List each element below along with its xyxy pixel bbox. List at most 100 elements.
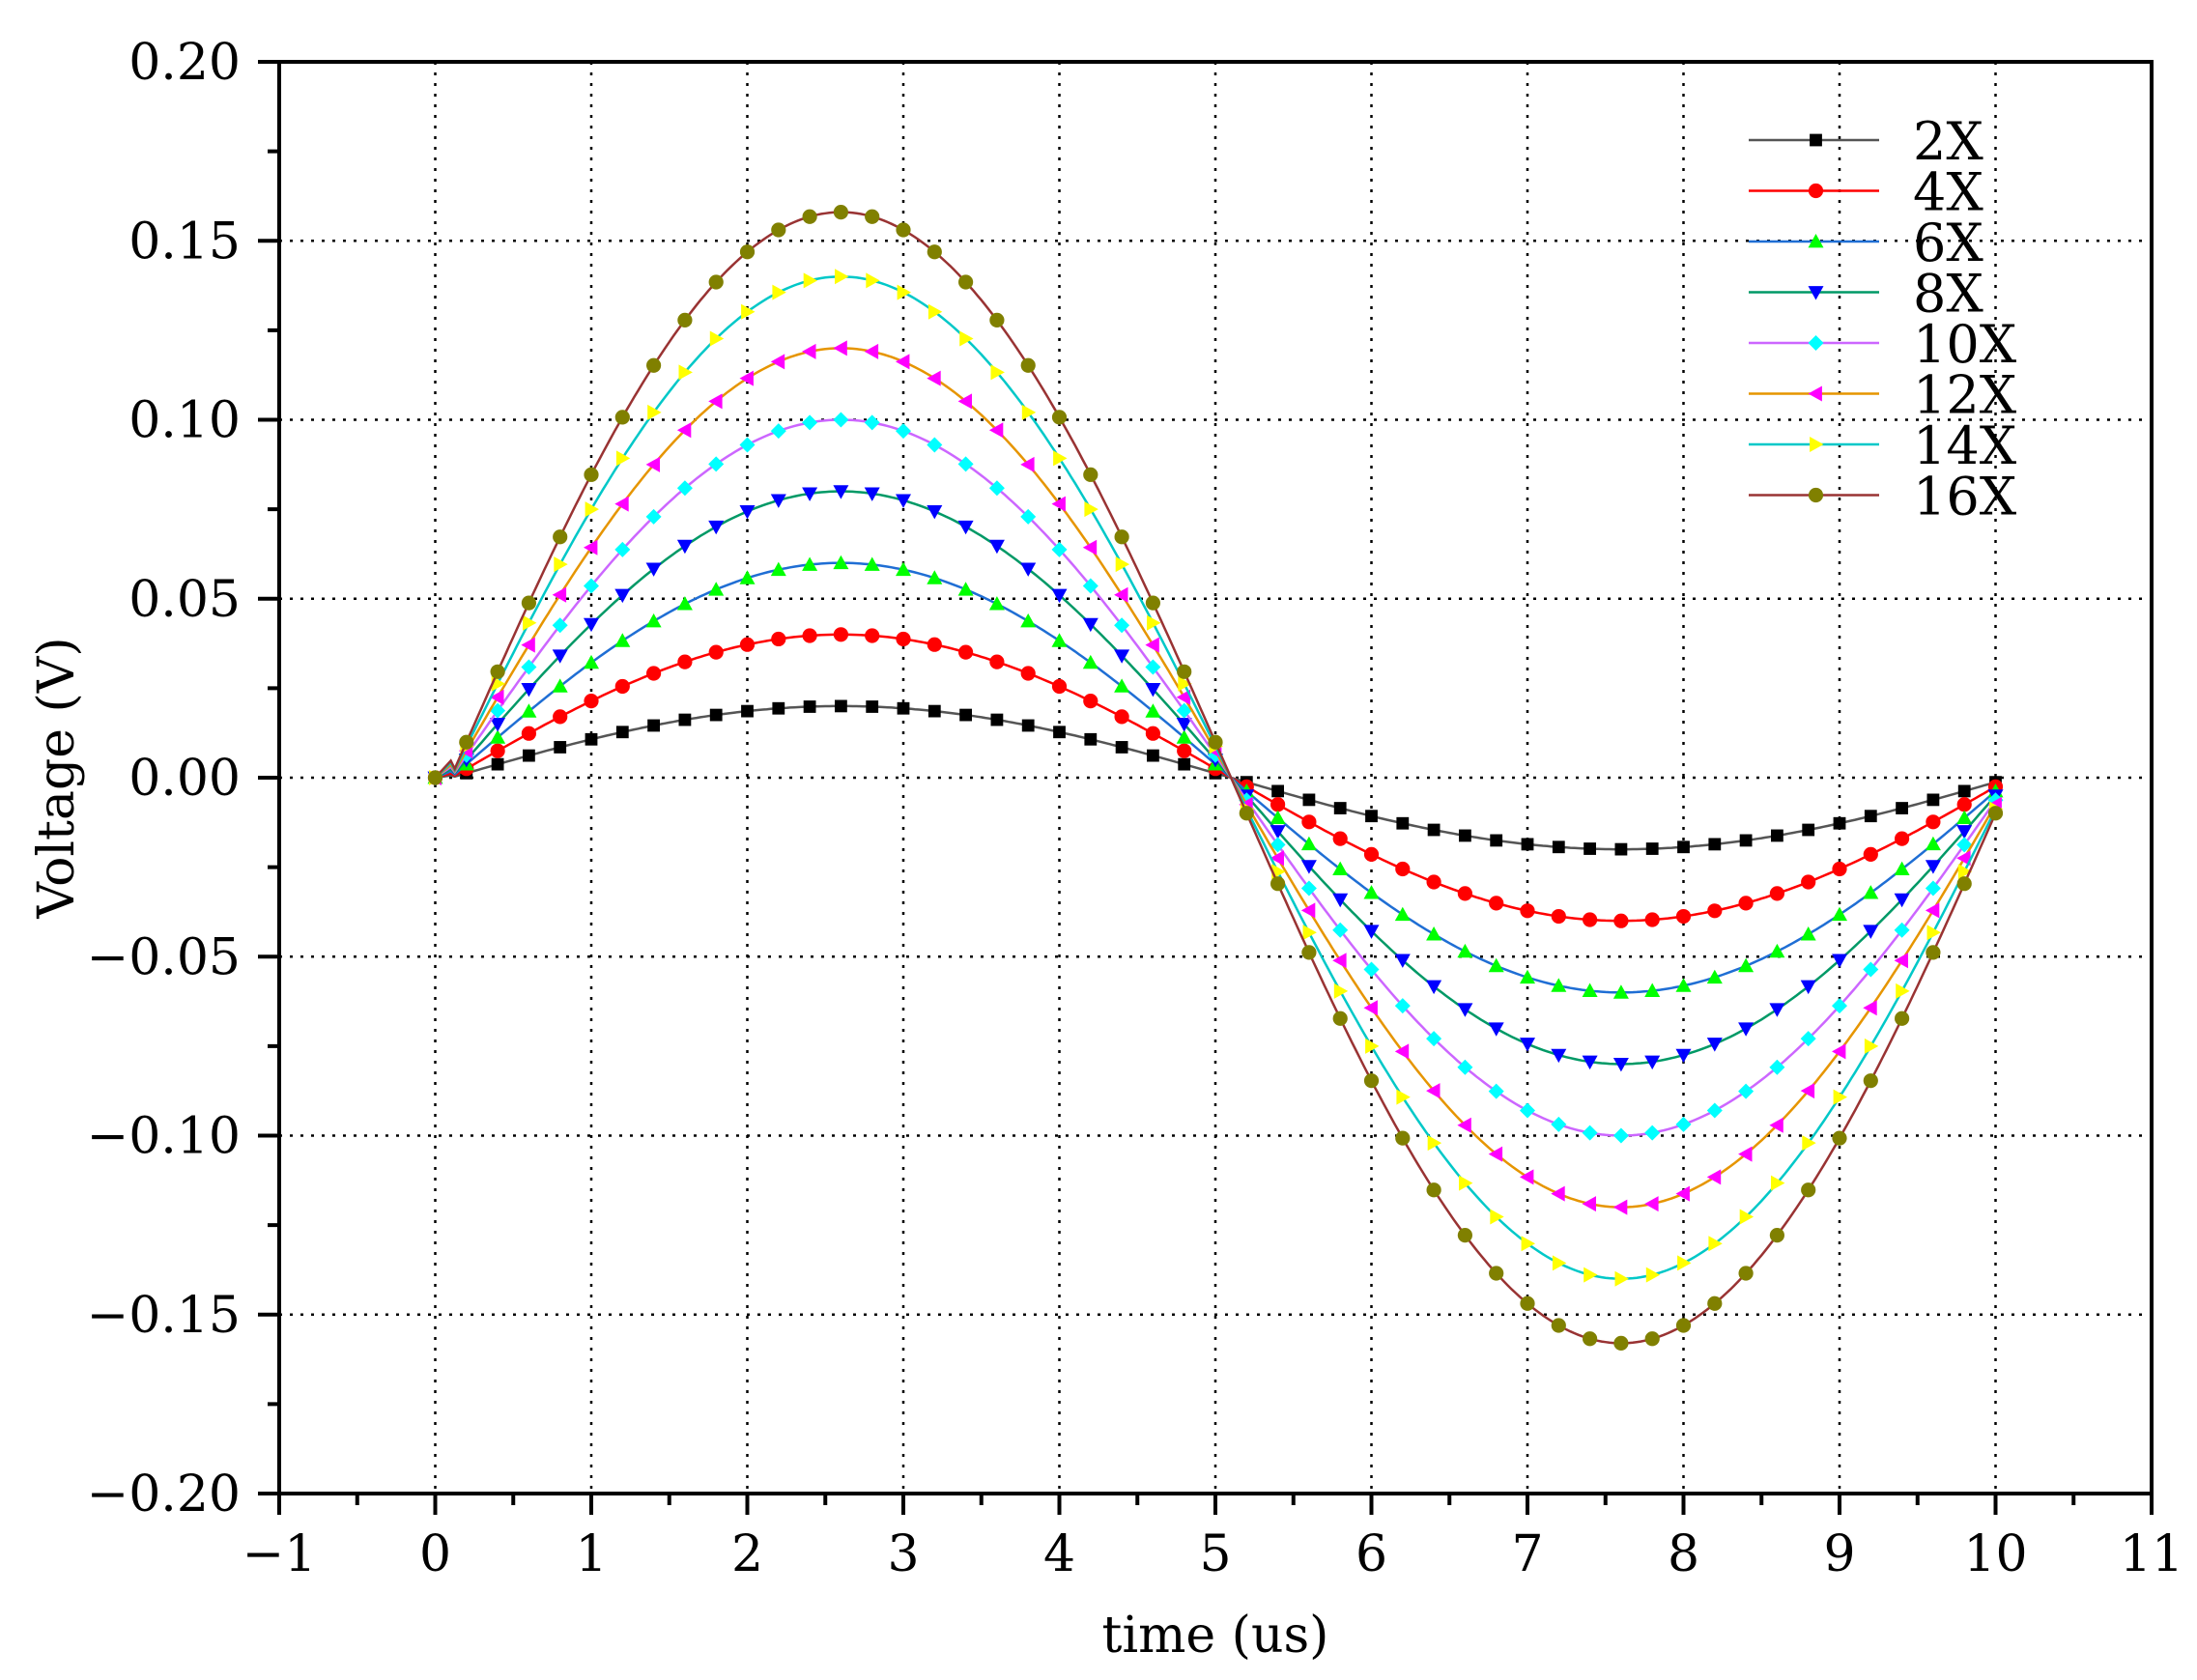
legend-entry-14X: 14X <box>1749 415 2017 476</box>
data-point-14X <box>647 404 662 420</box>
data-point-14X <box>1427 1135 1442 1152</box>
data-point-14X <box>1521 1236 1535 1252</box>
data-point-16X <box>1675 1318 1692 1333</box>
data-point-4X <box>833 627 849 642</box>
data-point-4X <box>989 654 1005 669</box>
data-point-6X <box>1300 836 1317 851</box>
data-point-10X <box>1863 961 1879 978</box>
data-point-8X <box>645 562 662 577</box>
data-point-6X <box>1020 612 1037 628</box>
data-point-8X <box>864 487 880 501</box>
data-point-16X <box>1301 945 1317 960</box>
data-point-8X <box>1270 825 1286 840</box>
data-point-2X <box>523 749 535 762</box>
data-point-16X <box>1114 529 1129 545</box>
data-point-10X <box>1644 1125 1661 1141</box>
data-point-12X <box>490 689 504 705</box>
data-point-6X <box>1145 703 1161 718</box>
data-point-10X <box>1176 702 1192 719</box>
data-point-14X <box>866 272 880 289</box>
data-point-16X <box>1270 876 1286 892</box>
data-point-10X <box>490 702 506 719</box>
data-point-16X <box>427 770 443 785</box>
legend-entry-16X: 16X <box>1749 467 2017 527</box>
series-16X <box>427 205 2004 1351</box>
data-point-12X <box>927 370 941 386</box>
data-point-16X <box>459 734 474 750</box>
data-point-8X <box>1956 825 1973 840</box>
data-point-12X <box>521 637 535 653</box>
data-point-8X <box>1863 925 1879 939</box>
data-point-6X <box>584 654 599 669</box>
data-point-6X <box>988 596 1005 611</box>
data-point-4X <box>739 637 756 652</box>
data-point-10X <box>1769 1059 1785 1075</box>
data-point-6X <box>1706 969 1723 984</box>
data-point-12X <box>1894 953 1908 969</box>
data-point-10X <box>645 508 662 525</box>
data-point-12X <box>770 354 785 370</box>
data-point-8X <box>1114 649 1130 664</box>
data-point-8X <box>1800 980 1816 995</box>
data-point-2X <box>647 719 660 732</box>
data-point-2X <box>1084 732 1098 746</box>
data-point-10X <box>1488 1083 1504 1099</box>
data-point-8X <box>1582 1055 1598 1070</box>
series-group <box>427 205 2004 1351</box>
axis-tick-labels: −1 0 1 2 3 4 5 6 7 8 9 10 11 0.20 0.15 0.10 0.05 0.00 −0.0… <box>87 34 2183 1583</box>
data-point-2X <box>491 757 504 771</box>
data-point-10X <box>1582 1125 1598 1141</box>
data-point-4X <box>1583 912 1598 927</box>
data-point-2X <box>1178 757 1191 771</box>
data-point-4X <box>584 693 599 709</box>
data-point-14X <box>709 330 725 347</box>
legend-marker <box>1808 286 1824 300</box>
data-point-10X <box>1020 508 1037 525</box>
data-point-8X <box>708 520 725 535</box>
data-point-2X <box>1365 810 1378 823</box>
data-point-2X <box>1147 749 1159 762</box>
data-point-10X <box>770 423 786 440</box>
x-tick-label: 7 <box>1511 1525 1543 1583</box>
data-point-10X <box>1082 578 1098 594</box>
data-point-16X <box>1489 1266 1504 1281</box>
data-point-8X <box>552 649 568 664</box>
data-point-2X <box>585 732 598 746</box>
data-point-12X <box>957 393 972 410</box>
legend-marker <box>1808 335 1824 351</box>
data-point-12X <box>1706 1169 1722 1185</box>
data-point-4X <box>1769 886 1784 901</box>
data-point-6X <box>927 570 943 584</box>
data-point-6X <box>1457 943 1473 958</box>
legend-entry-4X: 4X <box>1749 162 1983 223</box>
legend-label: 16X <box>1913 467 2017 527</box>
data-point-14X <box>1459 1175 1473 1191</box>
data-point-4X <box>677 654 693 669</box>
data-point-4X <box>1956 797 1972 812</box>
data-point-10X <box>896 423 911 440</box>
legend-marker <box>1808 234 1824 248</box>
data-point-14X <box>1053 450 1068 467</box>
data-point-10X <box>927 437 943 453</box>
data-point-2X <box>1771 829 1783 842</box>
data-point-16X <box>1239 806 1254 821</box>
data-point-14X <box>554 556 568 573</box>
data-point-12X <box>645 456 660 472</box>
data-point-16X <box>1426 1182 1441 1198</box>
data-point-6X <box>490 729 506 744</box>
data-point-10X <box>864 414 880 431</box>
data-point-14X <box>1833 1089 1847 1105</box>
data-point-8X <box>1300 860 1317 874</box>
data-point-12X <box>1612 1199 1628 1215</box>
data-point-4X <box>1332 831 1348 846</box>
data-point-4X <box>1145 726 1160 741</box>
data-point-16X <box>896 222 911 238</box>
data-point-12X <box>1738 1146 1753 1162</box>
data-point-8X <box>1145 683 1161 698</box>
data-point-16X <box>739 244 756 260</box>
data-point-2X <box>1677 840 1690 854</box>
data-point-16X <box>1769 1227 1784 1243</box>
data-point-2X <box>709 708 723 722</box>
data-point-8X <box>1894 893 1910 908</box>
